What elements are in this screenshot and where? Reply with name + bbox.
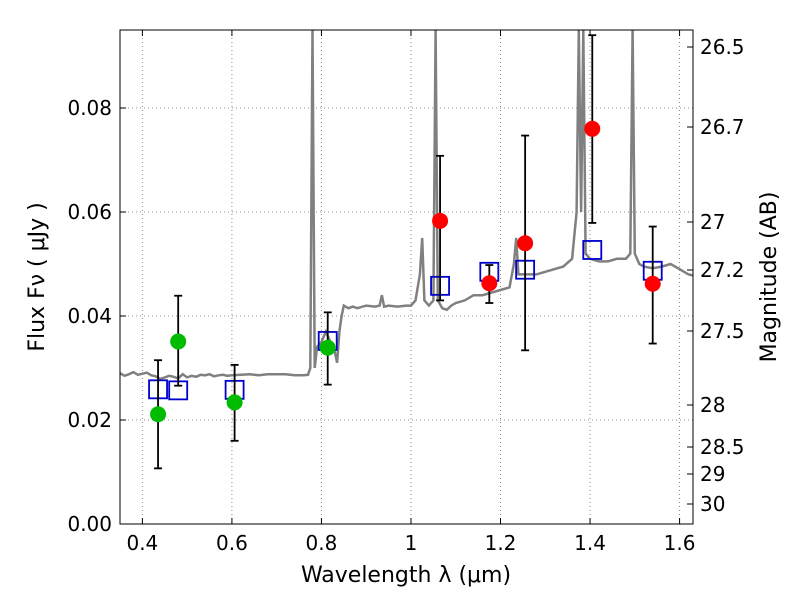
y2-tick-label: 29 — [700, 462, 725, 486]
y-tick-label: 0.00 — [67, 512, 112, 536]
y-tick-label: 0.06 — [67, 200, 112, 224]
model-sed-line — [120, 30, 693, 381]
x-tick-label: 1.4 — [574, 531, 606, 555]
y-axis-label: Flux Fν ( μJy ) — [25, 202, 50, 351]
y2-tick-label: 30 — [700, 492, 725, 516]
optical-observation-point — [319, 339, 336, 356]
x-tick-label: 1 — [405, 531, 418, 555]
nir-observation-point — [517, 235, 534, 252]
x-tick-label: 0.4 — [126, 531, 158, 555]
y2-axis-label: Magnitude (AB) — [757, 192, 782, 363]
y2-tick-label: 27 — [700, 210, 725, 234]
nir-observation-point — [432, 212, 449, 229]
x-axis-label: Wavelength λ (μm) — [301, 563, 511, 588]
y2-tick-label: 28 — [700, 393, 725, 417]
y2-tick-label: 26.7 — [700, 115, 745, 139]
y-tick-label: 0.08 — [67, 96, 112, 120]
optical-observation-point — [170, 333, 187, 350]
y2-tick-label: 27.2 — [700, 258, 745, 282]
nir-observation-point — [644, 275, 661, 292]
plot-area — [120, 30, 693, 470]
nir-observation-point — [584, 120, 601, 137]
y-tick-label: 0.02 — [67, 408, 112, 432]
optical-observation-point — [150, 406, 167, 423]
x-tick-label: 1.2 — [485, 531, 517, 555]
nir-observation-point — [481, 275, 498, 292]
x-tick-label: 1.6 — [664, 531, 696, 555]
y2-tick-label: 26.5 — [700, 35, 745, 59]
axes: 0.4 0.6 0.8 1 1.2 1.4 1.6 0.00 0.02 0.04 0.06 0.08 2… — [67, 30, 745, 555]
model-photometry-point — [582, 240, 603, 260]
x-tick-label: 0.8 — [306, 531, 338, 555]
y-tick-label: 0.04 — [67, 304, 112, 328]
y2-tick-label: 28.5 — [700, 435, 745, 459]
plot-frame — [119, 29, 694, 525]
x-tick-label: 0.6 — [216, 531, 248, 555]
optical-observation-point — [226, 394, 243, 411]
y2-tick-label: 27.5 — [700, 319, 745, 343]
